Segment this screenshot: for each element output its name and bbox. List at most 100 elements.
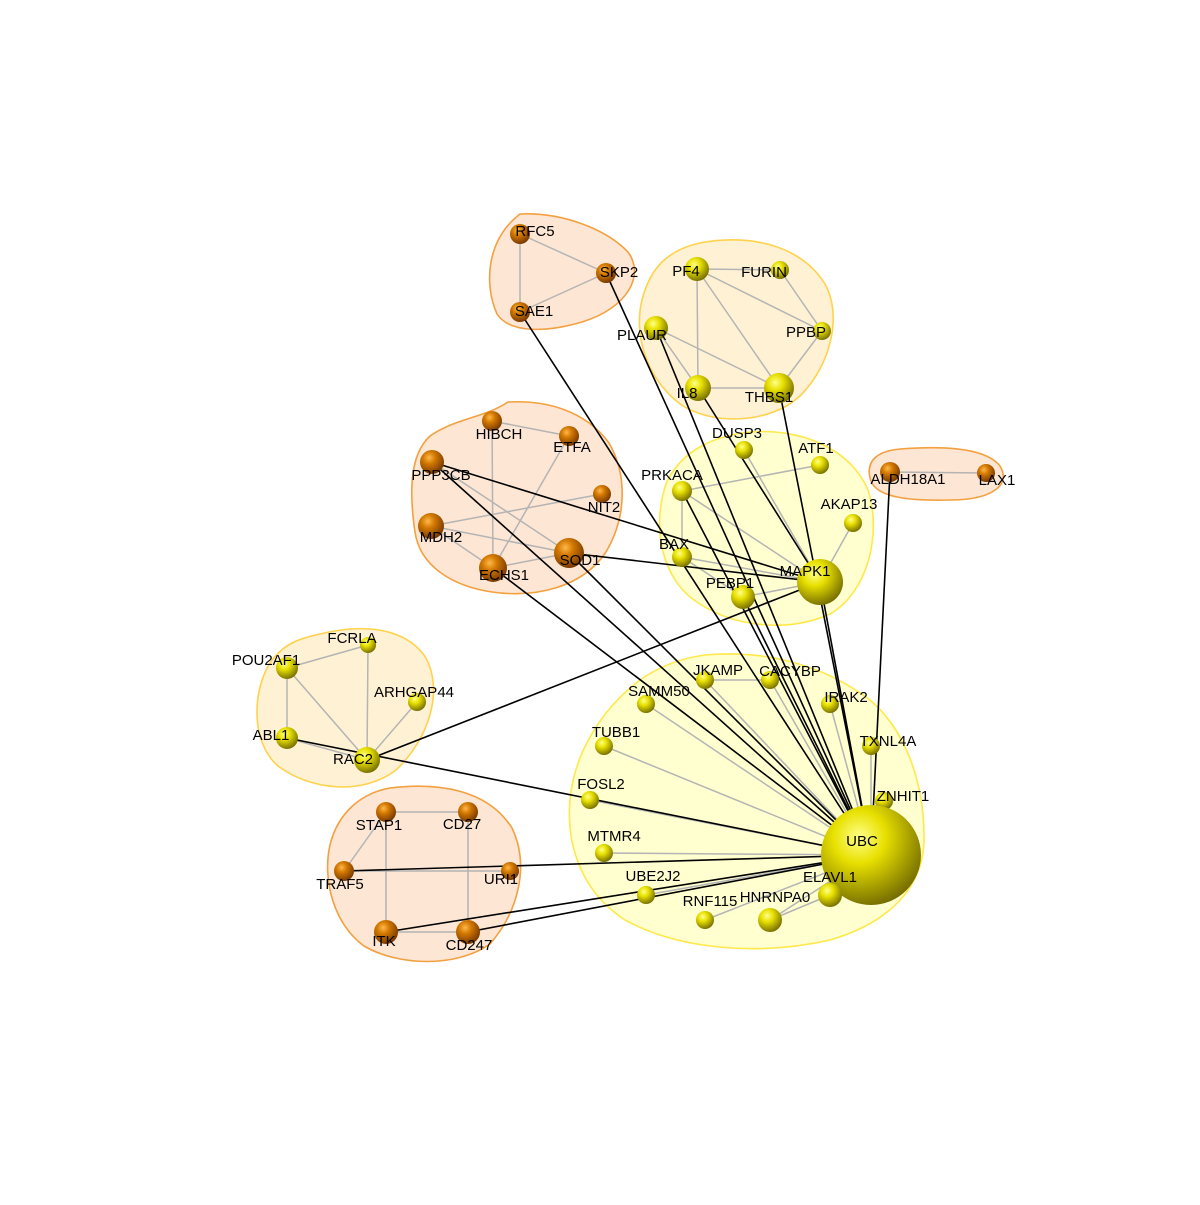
node-irak2[interactable] bbox=[821, 695, 839, 713]
node-hibch[interactable] bbox=[482, 411, 502, 431]
label-dusp3: DUSP3 bbox=[712, 425, 762, 442]
edge-ppp3cb-ubc bbox=[431, 461, 872, 856]
label-elavl1: ELAVL1 bbox=[803, 869, 857, 886]
edge-etfa-echs1 bbox=[492, 435, 570, 569]
node-elavl1[interactable] bbox=[818, 883, 842, 907]
node-itk[interactable] bbox=[374, 920, 398, 944]
label-fosl2: FOSL2 bbox=[577, 776, 625, 793]
node-jkamp[interactable] bbox=[696, 671, 714, 689]
node-furin[interactable] bbox=[771, 261, 789, 279]
nodes bbox=[276, 224, 995, 944]
label-arhgap44: ARHGAP44 bbox=[374, 684, 454, 701]
cluster-rfc5-hull bbox=[488, 213, 636, 331]
node-ubc[interactable] bbox=[821, 805, 921, 905]
node-lax1[interactable] bbox=[977, 464, 995, 482]
node-txnl4a[interactable] bbox=[862, 737, 880, 755]
cluster-aldh18a1-hull bbox=[868, 446, 1005, 501]
label-hnrnpa0: HNRNPA0 bbox=[740, 889, 811, 906]
label-mdh2: MDH2 bbox=[420, 529, 463, 546]
label-pf4: PF4 bbox=[672, 263, 700, 280]
node-skp2[interactable] bbox=[596, 263, 616, 283]
node-cd247[interactable] bbox=[456, 920, 480, 944]
label-etfa: ETFA bbox=[553, 439, 591, 456]
node-tubb1[interactable] bbox=[595, 737, 613, 755]
node-thbs1[interactable] bbox=[764, 373, 794, 403]
edges bbox=[286, 233, 987, 933]
edge-sae1-ubc bbox=[519, 311, 872, 856]
label-traf5: TRAF5 bbox=[316, 876, 364, 893]
edge-plaur-thbs1 bbox=[655, 327, 780, 389]
edge-il8-mapk1 bbox=[697, 387, 821, 583]
node-uri1[interactable] bbox=[501, 862, 519, 880]
edge-ppp3cb-sod1 bbox=[431, 461, 570, 554]
node-mapk1[interactable] bbox=[797, 559, 843, 605]
label-uri1: URI1 bbox=[484, 871, 518, 888]
label-abl1: ABL1 bbox=[253, 727, 290, 744]
label-sod1: SOD1 bbox=[560, 552, 601, 569]
node-labels: RFC5 SKP2 SAE1 PF4 FURIN PLAUR PPBP IL8 THBS1 HIB… bbox=[232, 223, 1016, 954]
edge-atf1-prkaca bbox=[681, 464, 821, 492]
edge-rac2-mapk1 bbox=[366, 581, 821, 761]
label-fcrla: FCRLA bbox=[327, 630, 376, 647]
label-ube2j2: UBE2J2 bbox=[625, 868, 680, 885]
node-mdh2[interactable] bbox=[418, 513, 444, 539]
label-mtmr4: MTMR4 bbox=[587, 828, 640, 845]
label-akap13: AKAP13 bbox=[821, 496, 878, 513]
node-samm50[interactable] bbox=[637, 695, 655, 713]
node-atf1[interactable] bbox=[811, 456, 829, 474]
edge-echs1-ubc bbox=[492, 567, 872, 856]
label-atf1: ATF1 bbox=[798, 440, 834, 457]
node-abl1[interactable] bbox=[276, 727, 298, 749]
node-rac2[interactable] bbox=[354, 747, 380, 773]
node-akap13[interactable] bbox=[844, 514, 862, 532]
node-arhgap44[interactable] bbox=[408, 693, 426, 711]
edge-pf4-ppbp bbox=[696, 268, 823, 332]
label-pou2af1: POU2AF1 bbox=[232, 652, 300, 669]
edge-sod1-mapk1 bbox=[568, 552, 821, 583]
node-echs1[interactable] bbox=[479, 554, 507, 582]
label-stap1: STAP1 bbox=[356, 817, 402, 834]
node-etfa[interactable] bbox=[559, 426, 579, 446]
node-ppp3cb[interactable] bbox=[420, 450, 444, 474]
node-cd27[interactable] bbox=[458, 802, 478, 822]
node-pou2af1[interactable] bbox=[276, 657, 298, 679]
edge-bax-mapk1 bbox=[681, 556, 821, 583]
node-cacybp[interactable] bbox=[761, 671, 779, 689]
node-sae1[interactable] bbox=[510, 302, 530, 322]
node-rfc5[interactable] bbox=[510, 224, 530, 244]
node-prkaca[interactable] bbox=[672, 481, 692, 501]
node-hnrnpa0[interactable] bbox=[758, 908, 782, 932]
label-samm50: SAMM50 bbox=[628, 683, 690, 700]
node-mtmr4[interactable] bbox=[595, 844, 613, 862]
edge-itk-ubc bbox=[385, 854, 872, 933]
node-pf4[interactable] bbox=[685, 257, 709, 281]
edge-prkaca-ubc bbox=[681, 490, 872, 856]
edge-traf5-ubc bbox=[343, 854, 872, 872]
node-ube2j2[interactable] bbox=[637, 886, 655, 904]
edge-hibch-etfa bbox=[491, 420, 570, 437]
node-plaur[interactable] bbox=[644, 316, 668, 340]
node-pebp1[interactable] bbox=[731, 585, 755, 609]
label-echs1: ECHS1 bbox=[479, 567, 529, 584]
node-bax[interactable] bbox=[672, 547, 692, 567]
node-sod1[interactable] bbox=[554, 538, 584, 568]
node-traf5[interactable] bbox=[334, 861, 354, 881]
node-fcrla[interactable] bbox=[360, 637, 376, 653]
node-ppbp[interactable] bbox=[813, 322, 831, 340]
node-rnf115[interactable] bbox=[696, 911, 714, 929]
label-jkamp: JKAMP bbox=[693, 662, 743, 679]
node-il8[interactable] bbox=[685, 375, 711, 401]
label-mapk1: MAPK1 bbox=[780, 563, 831, 580]
node-dusp3[interactable] bbox=[735, 441, 753, 459]
label-prkaca: PRKACA bbox=[641, 467, 703, 484]
node-nit2[interactable] bbox=[593, 485, 611, 503]
node-stap1[interactable] bbox=[376, 802, 396, 822]
edge-pou2af1-rac2 bbox=[286, 667, 368, 761]
edge-dusp3-mapk1 bbox=[743, 449, 821, 583]
node-znhit1[interactable] bbox=[875, 792, 893, 810]
node-fosl2[interactable] bbox=[581, 791, 599, 809]
node-aldh18a1[interactable] bbox=[880, 462, 900, 482]
label-plaur: PLAUR bbox=[617, 327, 667, 344]
